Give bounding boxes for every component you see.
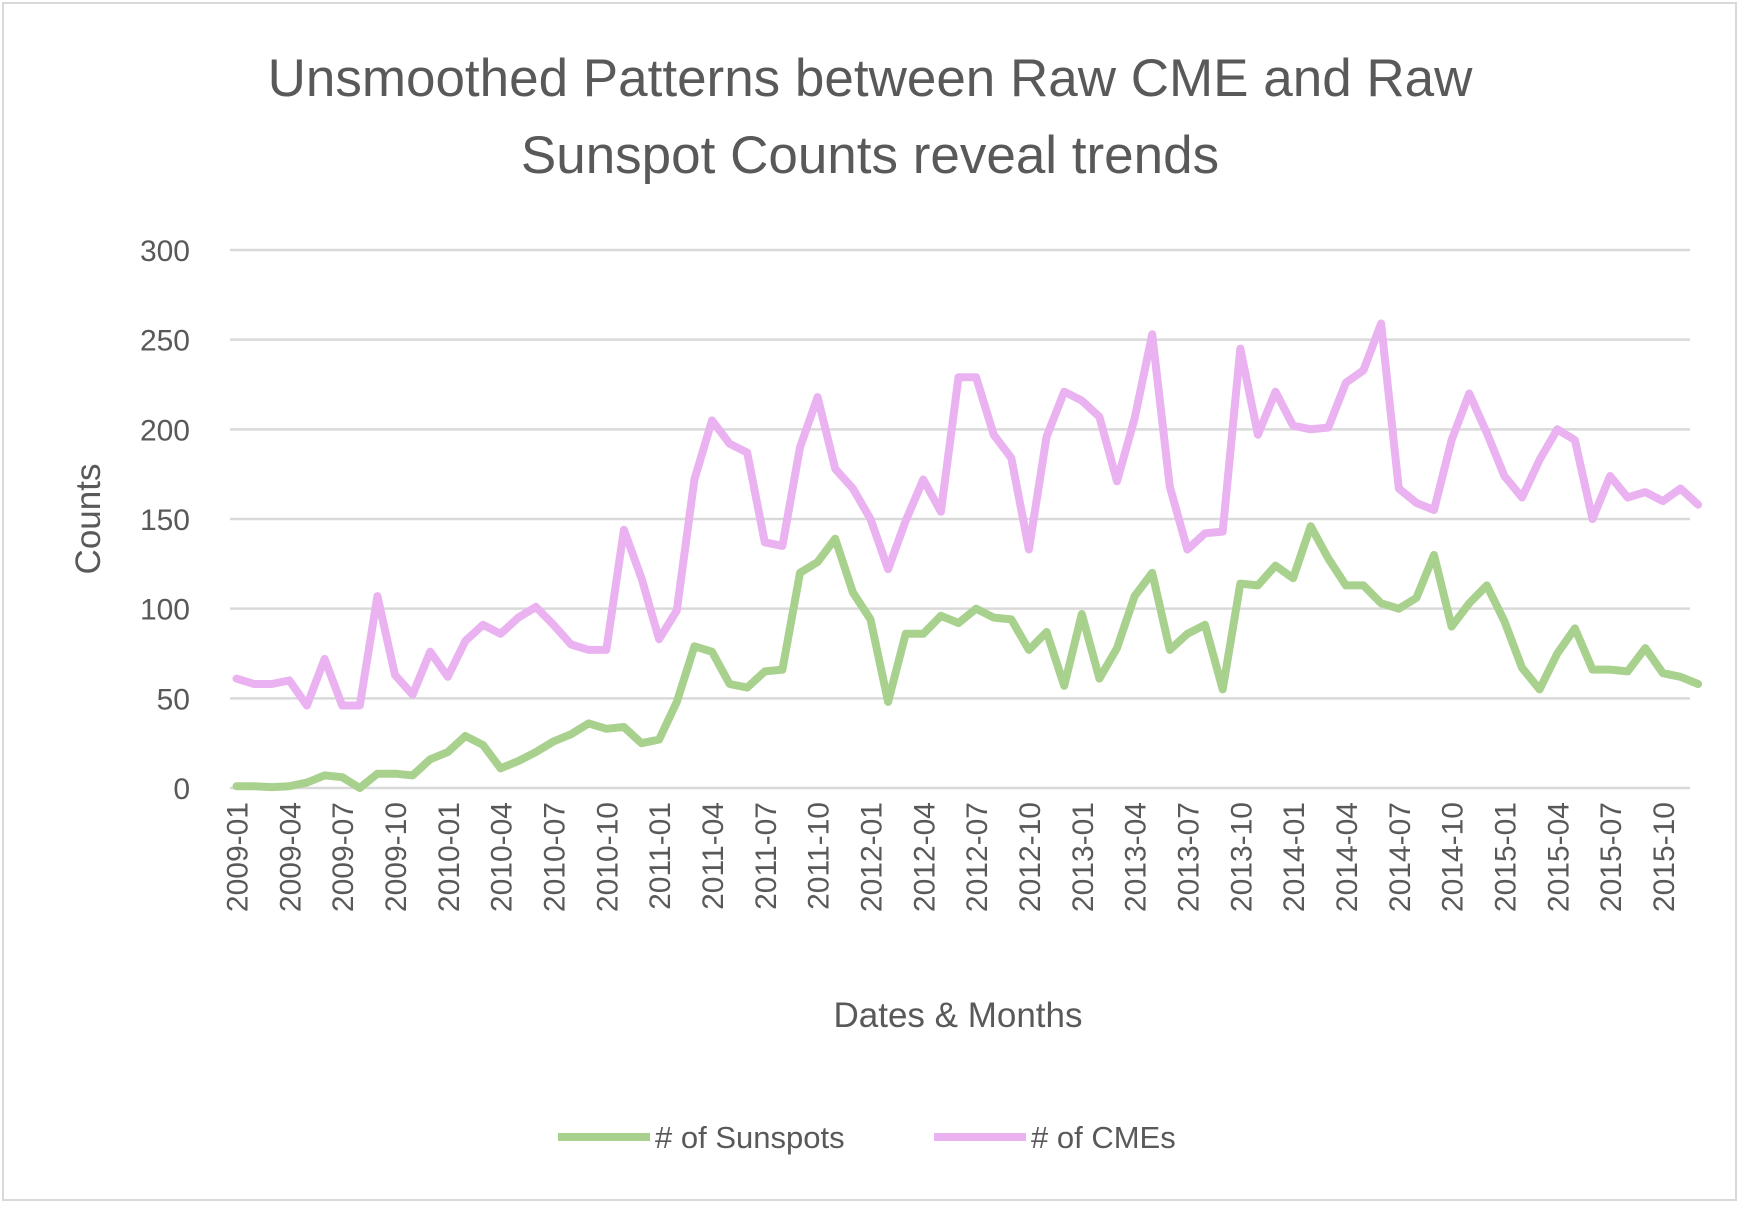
x-tick-label: 2009-01 bbox=[222, 802, 255, 912]
y-tick-label: 150 bbox=[140, 504, 190, 537]
x-tick-label: 2013-07 bbox=[1172, 802, 1205, 912]
x-tick-label: 2012-04 bbox=[908, 802, 941, 912]
series-line-sunspots bbox=[232, 522, 1703, 792]
x-tick-label: 2009-04 bbox=[274, 802, 307, 912]
y-tick-label: 0 bbox=[173, 773, 190, 806]
y-axis-label: Counts bbox=[69, 464, 108, 575]
x-tick-label: 2010-04 bbox=[486, 802, 519, 912]
x-tick-label: 2015-10 bbox=[1648, 802, 1681, 912]
x-tick-label: 2011-10 bbox=[803, 802, 836, 910]
legend-label-sunspots: # of Sunspots bbox=[655, 1120, 845, 1155]
x-tick-label: 2011-07 bbox=[750, 802, 783, 910]
chart-title-line-1: Unsmoothed Patterns between Raw CME and … bbox=[268, 49, 1474, 108]
y-tick-label: 250 bbox=[140, 325, 190, 358]
y-tick-label: 300 bbox=[140, 235, 190, 268]
x-tick-label: 2013-01 bbox=[1067, 802, 1100, 912]
legend-label-cmes: # of CMEs bbox=[1031, 1120, 1176, 1155]
x-tick-label: 2015-01 bbox=[1489, 802, 1522, 912]
x-tick-label: 2014-07 bbox=[1384, 802, 1417, 912]
y-tick-label: 200 bbox=[140, 414, 190, 447]
x-tick-label: 2014-04 bbox=[1331, 802, 1364, 912]
series-lines bbox=[232, 319, 1703, 792]
legend: # of Sunspots # of CMEs bbox=[558, 1120, 1176, 1155]
gridlines bbox=[230, 248, 1690, 790]
x-tick-label: 2010-07 bbox=[538, 802, 571, 912]
y-tick-label: 100 bbox=[140, 594, 190, 627]
x-tick-label: 2013-10 bbox=[1225, 802, 1258, 912]
x-tick-label: 2015-04 bbox=[1542, 802, 1575, 912]
series-line-cmes bbox=[232, 319, 1703, 710]
x-tick-label: 2015-07 bbox=[1595, 802, 1628, 912]
x-tick-label: 2009-07 bbox=[327, 802, 360, 912]
x-tick-label: 2011-04 bbox=[697, 802, 730, 910]
chart-title-line-2: Sunspot Counts reveal trends bbox=[521, 126, 1219, 185]
x-tick-label: 2014-01 bbox=[1278, 802, 1311, 912]
x-axis-ticks: 2009-01 2009-04 2009-07 2009-10 2010-01 2010-… bbox=[222, 802, 1681, 912]
x-tick-label: 2013-04 bbox=[1120, 802, 1153, 912]
x-tick-label: 2012-07 bbox=[961, 802, 994, 912]
x-tick-label: 2010-01 bbox=[433, 802, 466, 912]
y-axis-ticks: 0 50 100 150 200 250 300 bbox=[140, 235, 190, 806]
x-tick-label: 2012-10 bbox=[1014, 802, 1047, 912]
x-tick-label: 2014-10 bbox=[1437, 802, 1470, 912]
x-axis-label: Dates & Months bbox=[834, 996, 1083, 1035]
x-tick-label: 2010-10 bbox=[591, 802, 624, 912]
y-tick-label: 50 bbox=[157, 683, 190, 716]
x-tick-label: 2011-01 bbox=[644, 802, 677, 910]
x-tick-label: 2009-10 bbox=[380, 802, 413, 912]
x-tick-label: 2012-01 bbox=[855, 802, 888, 912]
